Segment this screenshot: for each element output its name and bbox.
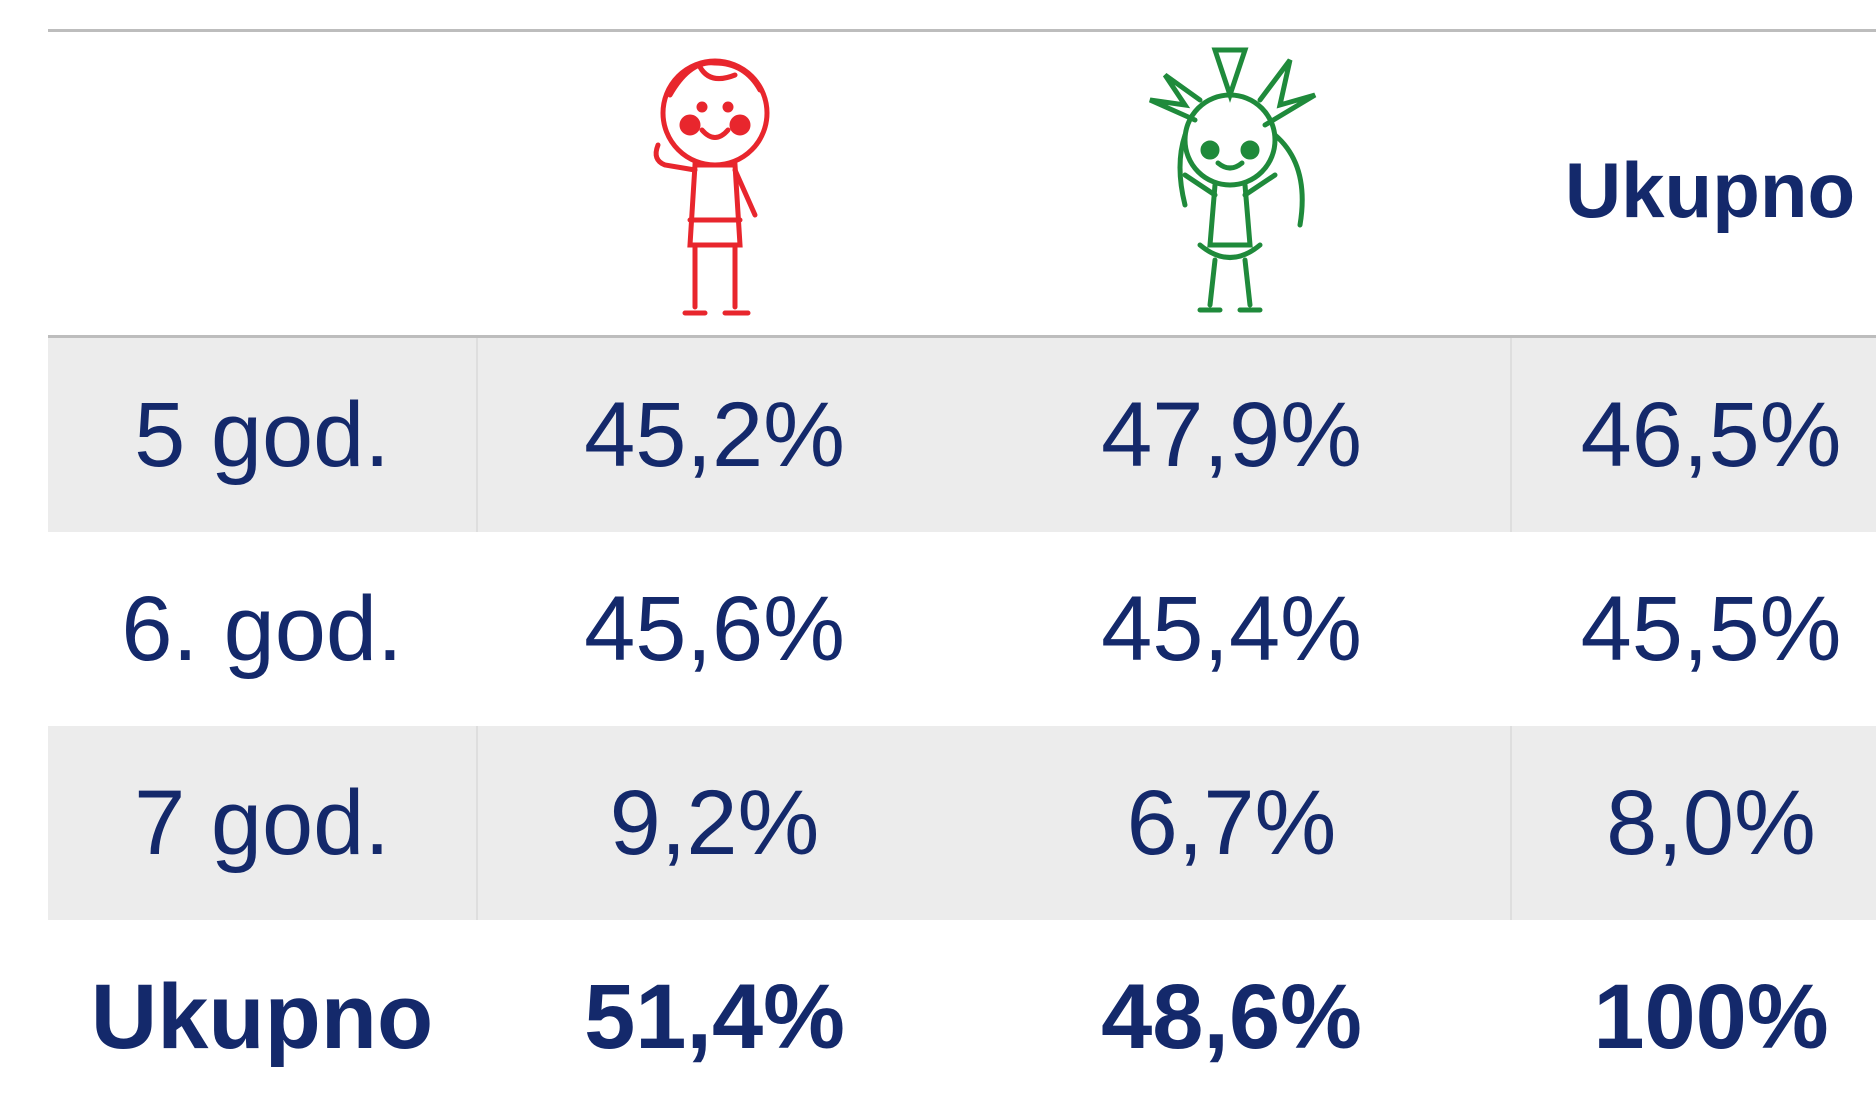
top-rule [48,29,1876,32]
cell-value: 45,2% [476,338,953,532]
total-value: 48,6% [953,920,1510,1108]
row-label: 5 god. [48,338,476,532]
header-total: Ukupno [1510,140,1876,240]
total-label: Ukupno [48,920,476,1108]
cell-value: 6,7% [953,726,1510,920]
cell-value: 46,5% [1510,338,1876,532]
cell-value: 9,2% [476,726,953,920]
cell-value: 8,0% [1510,726,1876,920]
cell-value: 45,4% [953,532,1510,726]
total-value: 100% [1510,920,1876,1108]
cell-value: 45,6% [476,532,953,726]
cell-value: 45,5% [1510,532,1876,726]
total-value: 51,4% [476,920,953,1108]
boy-icon [640,45,790,325]
girl-icon [1140,45,1320,315]
row-label: 6. god. [48,532,476,726]
row-label: 7 god. [48,726,476,920]
page: Ukupno 5 god.45,2%47,9%46,5% 6. god.45,6%… [0,0,1876,1108]
cell-value: 47,9% [953,338,1510,532]
